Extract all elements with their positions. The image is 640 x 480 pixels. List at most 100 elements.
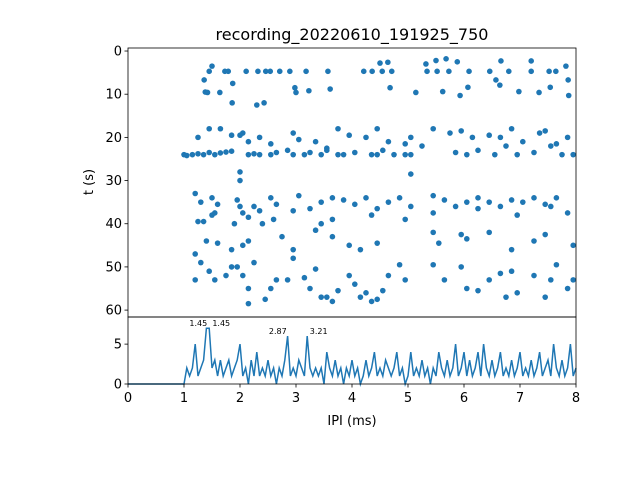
scatter-point xyxy=(256,134,263,141)
scatter-point xyxy=(514,151,520,158)
y-tick-label: 5 xyxy=(114,338,122,353)
scatter-point xyxy=(528,58,534,64)
histogram-axes-frame xyxy=(127,316,577,385)
scatter-point xyxy=(346,272,353,279)
scatter-point xyxy=(209,212,215,218)
scatter-point xyxy=(443,55,449,62)
scatter-point xyxy=(329,216,336,223)
scatter-point xyxy=(385,59,391,66)
scatter-point xyxy=(357,246,364,253)
scatter-point xyxy=(570,277,576,283)
scatter-point xyxy=(273,149,280,156)
scatter-point xyxy=(565,92,572,99)
scatter-point xyxy=(548,277,554,283)
scatter-point xyxy=(245,238,252,244)
scatter-point xyxy=(520,138,526,145)
scatter-point xyxy=(290,207,297,214)
scatter-point xyxy=(408,171,414,177)
scatter-point xyxy=(497,134,504,141)
peak-annotation: 3.21 xyxy=(310,327,328,336)
scatter-point xyxy=(363,134,369,141)
y-tick-label: 40 xyxy=(105,217,122,232)
x-tick-label: 4 xyxy=(348,391,356,406)
scatter-point xyxy=(424,68,430,75)
scatter-point xyxy=(413,89,419,96)
scatter-point xyxy=(469,134,476,141)
scatter-point xyxy=(564,285,571,292)
scatter-point xyxy=(548,203,554,210)
scatter-point xyxy=(245,151,252,158)
scatter-point xyxy=(368,151,375,158)
scatter-point xyxy=(402,216,409,223)
scatter-point xyxy=(237,203,243,210)
scatter-point xyxy=(214,201,221,208)
scatter-point xyxy=(301,274,308,281)
scatter-point xyxy=(214,240,221,246)
y-tick-label: 0 xyxy=(114,45,122,60)
scatter-point xyxy=(559,151,565,158)
scatter-point xyxy=(192,190,198,197)
scatter-point xyxy=(290,151,297,158)
scatter-point xyxy=(268,195,274,201)
scatter-point xyxy=(234,264,240,270)
scatter-point xyxy=(434,68,440,75)
scatter-point xyxy=(542,294,548,300)
peak-annotation: 1.45 xyxy=(212,319,230,328)
scatter-point xyxy=(228,132,235,139)
scatter-point xyxy=(385,138,392,145)
scatter-point xyxy=(206,268,212,275)
scatter-point xyxy=(209,63,215,69)
scatter-point xyxy=(516,88,522,95)
scatter-point xyxy=(508,246,515,253)
scatter-point xyxy=(290,246,297,253)
scatter-point xyxy=(493,77,499,83)
scatter-point xyxy=(251,150,257,157)
scatter-point xyxy=(267,68,274,75)
scatter-point xyxy=(465,84,471,91)
scatter-point xyxy=(436,240,442,246)
scatter-point xyxy=(475,287,481,294)
scatter-point xyxy=(486,229,493,236)
scatter-point xyxy=(192,251,198,257)
scatter-point xyxy=(251,259,257,266)
scatter-point xyxy=(268,285,274,292)
scatter-point xyxy=(206,149,212,156)
scatter-point xyxy=(279,233,285,240)
scatter-point xyxy=(374,296,381,303)
scatter-point xyxy=(198,199,204,205)
scatter-point xyxy=(228,148,235,154)
scatter-point xyxy=(419,143,425,149)
scatter-point xyxy=(203,238,210,244)
scatter-point xyxy=(312,227,319,234)
scatter-point xyxy=(423,61,429,67)
scatter-point xyxy=(542,201,548,208)
x-tick-label: 5 xyxy=(404,391,412,406)
scatter-point xyxy=(531,238,537,244)
scatter-point xyxy=(452,203,459,210)
scatter-point xyxy=(441,277,448,283)
scatter-point xyxy=(325,68,331,75)
histogram-line xyxy=(128,327,577,387)
scatter-point xyxy=(237,177,243,184)
y-tick-label: 20 xyxy=(105,131,122,146)
scatter-point xyxy=(198,259,204,266)
scatter-point xyxy=(536,89,542,96)
scatter-point xyxy=(508,268,515,275)
scatter-point xyxy=(503,294,509,300)
scatter-point xyxy=(360,68,367,75)
scatter-point xyxy=(441,197,448,203)
x-axis-label: IPI (ms) xyxy=(327,414,376,429)
scatter-point xyxy=(268,151,274,158)
scatter-point xyxy=(245,138,252,145)
scatter-point xyxy=(430,229,437,236)
scatter-point xyxy=(301,151,308,158)
scatter-point xyxy=(231,220,238,227)
scatter-point xyxy=(261,100,267,106)
scatter-point xyxy=(374,205,381,212)
scatter-point xyxy=(284,277,291,283)
scatter-point xyxy=(223,149,229,155)
y-tick-label: 50 xyxy=(105,260,122,275)
scatter-point xyxy=(217,150,224,156)
scatter-point xyxy=(402,277,409,283)
scatter-point xyxy=(385,199,392,205)
